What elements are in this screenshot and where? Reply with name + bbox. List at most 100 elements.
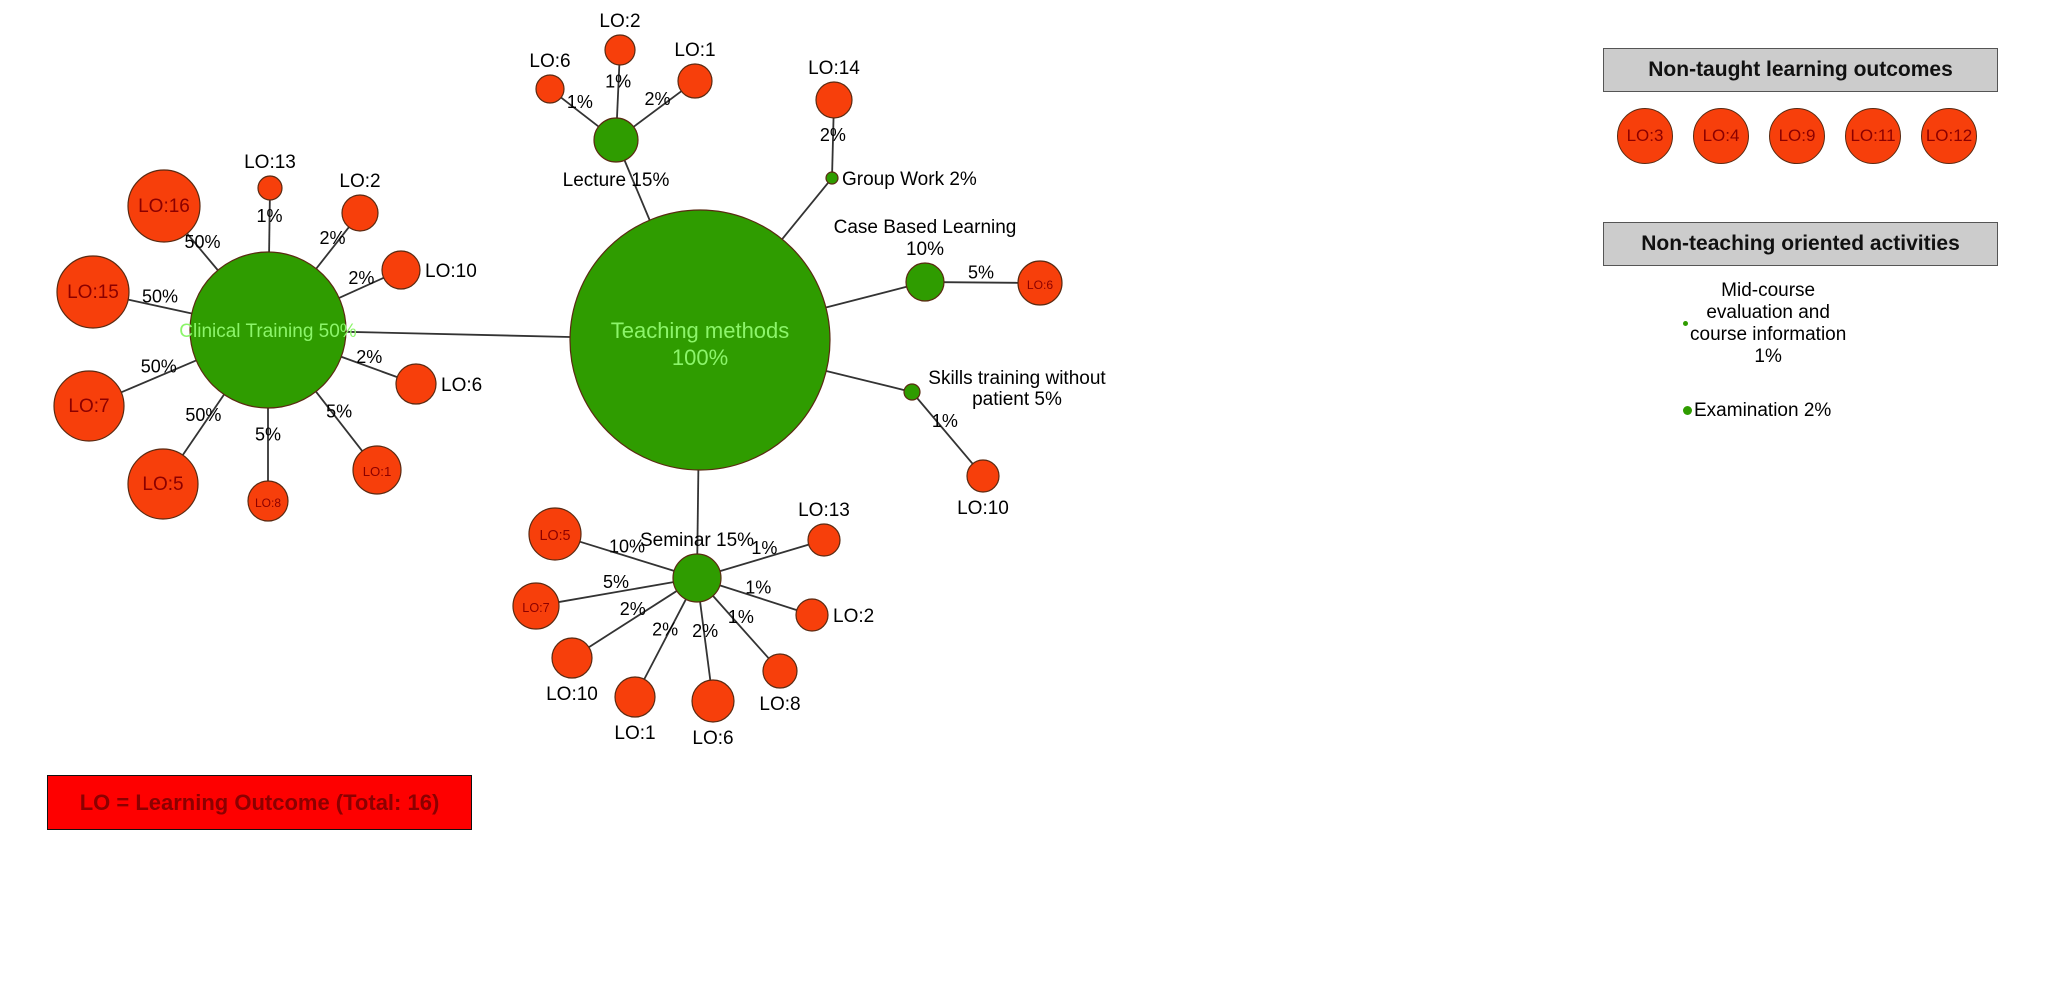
node-label-outcome-LO7-clinical-training: LO:7 xyxy=(68,396,109,417)
edge-weight-lecture-LO1-2: 2% xyxy=(644,89,670,109)
node-outcome-LO7-seminar[interactable] xyxy=(512,582,560,630)
panel-non-taught-header: Non-taught learning outcomes xyxy=(1603,48,1998,92)
node-case-based-learning[interactable] xyxy=(905,262,945,302)
node-outcome-LO6-clinical-training[interactable] xyxy=(395,363,437,405)
node-outcome-LO2-seminar[interactable] xyxy=(795,598,829,632)
edge-weight-clinical-training-LO6-7: 2% xyxy=(356,347,382,367)
node-outcome-LO15-clinical-training[interactable] xyxy=(56,255,130,329)
edge-root-seminar xyxy=(696,469,700,555)
node-outcome-LO13-clinical-training[interactable] xyxy=(257,175,283,201)
node-outcome-LO1-clinical-training[interactable] xyxy=(352,445,402,495)
node-label-outcome-LO1-lecture: LO:1 xyxy=(674,40,715,61)
node-outcome-LO8-clinical-training[interactable] xyxy=(247,480,289,522)
edge-weight-clinical-training-LO10-8: 2% xyxy=(348,268,374,288)
edge-weight-seminar-LO2-6: 1% xyxy=(745,578,771,598)
edge-weight-skills-training-LO10-0: 1% xyxy=(932,411,958,431)
edge-seminar-LO2-6 xyxy=(719,584,798,611)
node-label-outcome-LO1-seminar: LO:1 xyxy=(614,723,655,744)
node-label-outcome-LO6-lecture: LO:6 xyxy=(529,51,570,72)
node-outcome-LO10-seminar[interactable] xyxy=(551,637,593,679)
node-outcome-LO8-seminar[interactable] xyxy=(762,653,798,689)
edge-weight-seminar-LO7-1: 5% xyxy=(603,572,629,592)
node-label-outcome-LO13-seminar: LO:13 xyxy=(798,500,850,521)
edge-weight-seminar-LO8-5: 1% xyxy=(728,607,754,627)
edge-seminar-LO6-4 xyxy=(699,601,712,681)
edge-weight-seminar-LO13-7: 1% xyxy=(751,538,777,558)
node-outcome-LO1-lecture[interactable] xyxy=(677,63,713,99)
non-teaching-item[interactable]: Examination 2% xyxy=(1683,400,1831,422)
node-outcome-LO1-seminar[interactable] xyxy=(614,676,656,718)
edge-skills-training-LO10-0 xyxy=(916,397,974,465)
green-dot-icon xyxy=(1683,406,1692,416)
edge-clinical-training-LO15-2 xyxy=(127,298,192,315)
node-skills-training[interactable] xyxy=(903,383,921,401)
edge-group-work-LO14-0 xyxy=(831,117,835,173)
edge-lecture-LO2-1 xyxy=(616,64,621,119)
node-outcome-LO6-case-based-learning[interactable] xyxy=(1017,260,1063,306)
node-layer xyxy=(53,34,1063,723)
node-outcome-LO7-clinical-training[interactable] xyxy=(53,370,125,442)
non-teaching-item[interactable]: Mid-course evaluation and course informa… xyxy=(1683,280,1846,367)
edge-weight-group-work-LO14-0: 2% xyxy=(820,125,846,145)
node-teaching-methods[interactable] xyxy=(569,209,831,471)
edge-weight-clinical-training-LO16-1: 50% xyxy=(184,232,220,252)
edge-root-group-work xyxy=(781,182,829,240)
edge-weight-clinical-training-LO5-4: 50% xyxy=(185,405,221,425)
node-outcome-LO16-clinical-training[interactable] xyxy=(127,169,201,243)
node-label-outcome-LO13-clinical-training: LO:13 xyxy=(244,152,296,173)
edge-weight-clinical-training-LO8-5: 5% xyxy=(255,425,281,445)
non-teaching-item-label: Examination 2% xyxy=(1694,400,1832,421)
node-label-outcome-LO6-clinical-training: LO:6 xyxy=(441,375,482,396)
edge-clinical-training-LO7-3 xyxy=(120,359,197,394)
non-taught-outcome[interactable]: LO:4 xyxy=(1693,108,1749,164)
edge-root-clinical-training xyxy=(345,330,571,338)
node-label-outcome-LO5-clinical-training: LO:5 xyxy=(142,474,183,495)
non-teaching-item-label: Mid-course evaluation and course informa… xyxy=(1690,280,1847,367)
edge-weight-seminar-LO1-3: 2% xyxy=(652,619,678,639)
node-outcome-LO5-seminar[interactable] xyxy=(528,507,582,561)
non-taught-outcome[interactable]: LO:11 xyxy=(1845,108,1901,164)
non-taught-outcome[interactable]: LO:9 xyxy=(1769,108,1825,164)
edge-weight-clinical-training-LO2-9: 2% xyxy=(320,228,346,248)
node-outcome-LO2-clinical-training[interactable] xyxy=(341,194,379,232)
node-lecture[interactable] xyxy=(593,117,639,163)
edge-seminar-LO5-0 xyxy=(579,540,675,572)
non-taught-outcome[interactable]: LO:3 xyxy=(1617,108,1673,164)
node-label-outcome-LO2-lecture: LO:2 xyxy=(599,11,640,32)
node-label-teaching-methods: Teaching methods xyxy=(611,318,790,343)
node-outcome-LO10-skills-training[interactable] xyxy=(966,459,1000,493)
node-label-outcome-LO6-seminar: LO:6 xyxy=(692,728,733,749)
node-outcome-LO2-lecture[interactable] xyxy=(604,34,636,66)
edge-seminar-LO10-2 xyxy=(588,590,678,648)
non-taught-outcome-label: LO:3 xyxy=(1626,126,1664,145)
edge-clinical-training-LO6-7 xyxy=(340,355,398,378)
node-label-seminar: Seminar 15% xyxy=(640,530,754,551)
node-group-work[interactable] xyxy=(825,171,839,185)
node-label-outcome-LO7-seminar: LO:7 xyxy=(522,601,549,615)
node-label-outcome-LO16-clinical-training: LO:16 xyxy=(138,196,190,217)
edge-root-case-based-learning xyxy=(825,285,907,309)
node-label-skills-training: Skills training without xyxy=(928,368,1106,389)
node-outcome-LO14-group-work[interactable] xyxy=(815,81,853,119)
edge-clinical-training-LO1-6 xyxy=(315,390,363,452)
edge-weight-seminar-LO6-4: 2% xyxy=(692,621,718,641)
node-outcome-LO13-seminar[interactable] xyxy=(807,523,841,557)
edge-clinical-training-LO16-1 xyxy=(186,233,219,271)
node-clinical-training[interactable] xyxy=(189,251,347,409)
green-dot-icon xyxy=(1683,321,1688,327)
edge-root-skills-training xyxy=(826,370,905,391)
edge-clinical-training-LO10-8 xyxy=(338,276,385,299)
node-outcome-LO10-clinical-training[interactable] xyxy=(381,250,421,290)
node-seminar[interactable] xyxy=(672,553,722,603)
non-taught-outcome[interactable]: LO:12 xyxy=(1921,108,1977,164)
node-label-outcome-LO10-clinical-training: LO:10 xyxy=(425,261,477,282)
node-outcome-LO6-seminar[interactable] xyxy=(691,679,735,723)
node-label-outcome-LO8-clinical-training: LO:8 xyxy=(255,496,281,510)
edge-weight-lecture-LO6-0: 1% xyxy=(567,92,593,112)
non-taught-outcome-label: LO:11 xyxy=(1850,126,1896,145)
node-label-outcome-LO1-clinical-training: LO:1 xyxy=(363,464,392,479)
node-outcome-LO5-clinical-training[interactable] xyxy=(127,448,199,520)
node-outcome-LO6-lecture[interactable] xyxy=(535,74,565,104)
